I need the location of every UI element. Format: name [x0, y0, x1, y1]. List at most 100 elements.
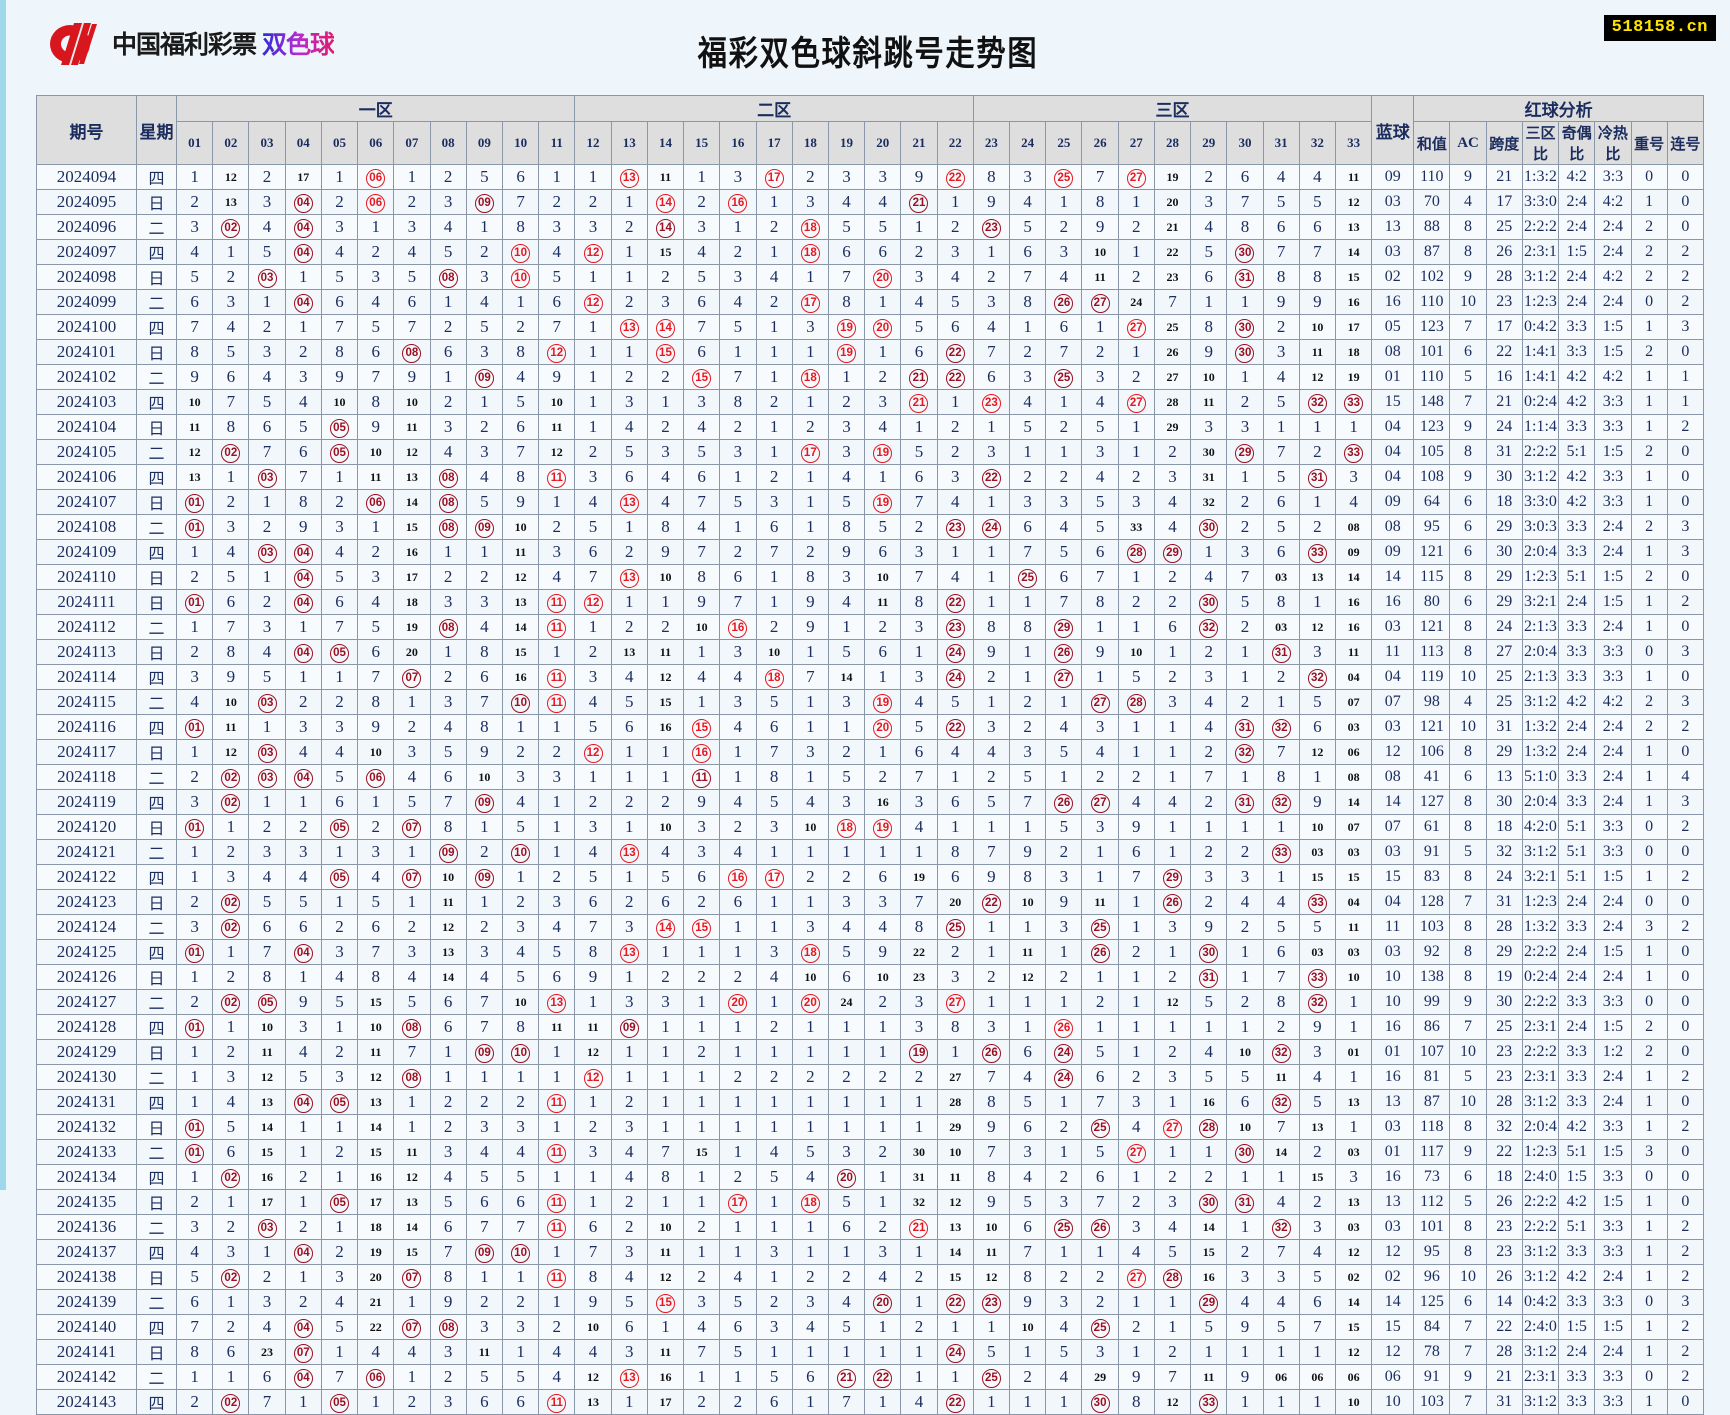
- table-row[interactable]: 2024129 日 1 2 11 4 2 11 7 1 09 10 1 12 1 1 2 1 1 1 1 1 19 1 26 6 2…: [36, 1039, 1705, 1065]
- cell-miss-03: 23: [248, 1339, 286, 1365]
- cell-analysis-6: 1: [1630, 1264, 1668, 1290]
- red-ball-marker: 04: [293, 769, 313, 788]
- red-ball-marker: 11: [547, 594, 567, 613]
- cell-analysis-6: 1: [1630, 1314, 1668, 1340]
- cell-ball-hit-21: 19: [900, 1039, 938, 1065]
- table-row[interactable]: 2024128 四 01 1 10 3 1 10 08 6 7 8 11 11 09 1 1 1 2 1 1 1 3 8 3 1 2…: [36, 1014, 1705, 1040]
- cell-miss-28: 4: [1153, 514, 1192, 540]
- table-row[interactable]: 2024108 二 01 3 2 9 3 1 15 08 09 10 2 5 1 8 4 1 6 1 8 5 2 23 24 6 4…: [36, 514, 1705, 540]
- cell-miss-01: 1: [175, 539, 214, 565]
- cell-analysis-1: 7: [1449, 1314, 1487, 1340]
- cell-weekday: 二: [136, 1289, 177, 1315]
- table-row[interactable]: 2024118 二 2 02 03 04 5 06 4 6 10 3 3 1 1 1 11 1 8 1 5 2 7 1 2 5 1 2…: [36, 764, 1705, 790]
- table-row[interactable]: 2024132 日 01 5 14 1 1 14 1 2 3 3 1 2 3 1 1 1 1 1 1 1 1 29 9 6 2 25 4…: [36, 1114, 1705, 1140]
- table-row[interactable]: 2024138 日 5 02 2 1 3 20 07 8 1 1 11 8 4 12 2 4 1 2 2 4 2 15 12 8 2…: [36, 1264, 1705, 1290]
- cell-analysis-3: 3:1:2: [1521, 839, 1560, 865]
- cell-miss-08: 4: [429, 1164, 467, 1190]
- table-row[interactable]: 2024133 二 01 6 15 1 2 15 11 3 4 4 11 3 4 7 15 1 4 5 3 2 30 10 7 3…: [36, 1139, 1705, 1165]
- cell-miss-24: 3: [1009, 164, 1047, 190]
- cell-miss-15: 9: [683, 789, 721, 815]
- table-row[interactable]: 2024140 四 7 2 4 04 5 22 07 08 3 3 2 10 6 1 4 6 3 4 5 1 2 1 1 10 4 2…: [36, 1314, 1705, 1340]
- cell-miss-21: 6: [900, 339, 938, 365]
- table-row[interactable]: 2024098 日 5 2 03 1 5 3 5 08 3 10 5 1 1 2 5 3 4 1 7 20 3 4 2 7 4 11 2…: [36, 264, 1705, 290]
- table-row[interactable]: 2024139 二 6 1 3 2 4 21 1 9 2 2 1 9 5 15 3 5 2 3 4 20 1 22 23 9 3 2 1…: [36, 1289, 1705, 1315]
- table-row[interactable]: 2024096 二 3 02 4 04 3 1 3 4 1 8 3 3 2 14 3 1 2 18 5 5 1 2 23 5 2 9 2…: [36, 214, 1705, 240]
- cell-analysis-4: 2:4: [1558, 289, 1596, 315]
- cell-miss-26: 4: [1081, 464, 1119, 490]
- table-row[interactable]: 2024119 四 3 02 1 1 6 1 5 7 09 4 1 2 2 2 9 4 5 4 3 16 3 6 5 7 26 27 4…: [36, 789, 1705, 815]
- cell-miss-18: 1: [791, 839, 829, 865]
- cell-weekday: 日: [136, 639, 177, 665]
- cell-analysis-3: 4:2:0: [1521, 814, 1560, 840]
- cell-miss-18: 1: [791, 689, 829, 715]
- table-row[interactable]: 2024137 四 4 3 1 04 2 19 15 7 09 10 1 7 3 11 1 1 3 1 1 3 1 14 11 7…: [36, 1239, 1705, 1265]
- table-row[interactable]: 2024141 日 8 6 23 07 1 4 4 3 11 1 4 4 3 11 7 5 1 1 1 1 1 24 5 1 5 3 1…: [36, 1339, 1705, 1365]
- cell-miss-14: 17: [646, 1389, 685, 1415]
- cell-miss-22: 6: [936, 314, 974, 340]
- cell-miss-32: 10: [1298, 814, 1337, 840]
- cell-miss-29: 16: [1190, 1264, 1228, 1290]
- table-row[interactable]: 2024111 日 01 6 2 04 6 4 18 3 3 13 11 12 1 1 9 7 1 9 4 11 8 22 1 1…: [36, 589, 1705, 615]
- table-row[interactable]: 2024136 二 3 2 03 2 1 18 14 6 7 7 11 6 2 10 2 1 1 1 6 2 21 13 10 6…: [36, 1214, 1705, 1240]
- red-ball-marker: 33: [1307, 544, 1327, 563]
- cell-miss-08: 4: [429, 714, 467, 740]
- cell-miss-01: 2: [175, 764, 214, 790]
- cell-miss-30: 5: [1226, 1064, 1264, 1090]
- table-row[interactable]: 2024094 四 1 12 2 17 1 06 1 2 5 6 1 1 13 11 1 3 17 2 3 3 9 22 8 3 2…: [36, 164, 1705, 190]
- table-row[interactable]: 2024102 二 9 6 4 3 9 7 9 1 09 4 9 1 2 2 15 7 1 18 1 2 21 22 6 3 25 3…: [36, 364, 1705, 390]
- red-ball-marker: 17: [764, 869, 784, 888]
- table-row[interactable]: 2024117 日 1 12 03 4 4 10 3 5 9 2 2 12 1 1 16 1 7 3 2 1 6 4 4 3 5 4 1…: [36, 739, 1705, 765]
- table-row[interactable]: 2024103 四 10 7 5 4 10 8 10 2 1 5 10 1 3 1 3 8 2 1 2 3 21 1 23 4 1 4…: [36, 389, 1705, 415]
- cell-miss-21: 1: [900, 1289, 938, 1315]
- cell-analysis-2: 22: [1485, 339, 1523, 365]
- table-row[interactable]: 2024122 四 1 3 4 4 05 4 07 10 09 1 2 5 1 5 6 16 17 2 2 6 19 6 9 8 3…: [36, 864, 1705, 890]
- cell-miss-21: 8: [900, 914, 938, 940]
- table-row[interactable]: 2024109 四 1 4 03 04 4 2 16 1 1 11 3 6 2 9 7 2 7 2 9 6 3 1 1 7 5 6 28…: [36, 539, 1705, 565]
- table-row[interactable]: 2024115 二 4 10 03 2 2 8 1 3 7 10 11 4 5 15 1 3 5 1 3 19 4 5 1 2 1 2…: [36, 689, 1705, 715]
- table-row[interactable]: 2024110 日 2 5 1 04 5 3 17 2 2 12 4 7 13 10 8 6 1 8 3 10 7 4 1 25 6…: [36, 564, 1705, 590]
- table-row[interactable]: 2024121 二 1 2 3 3 1 3 1 09 2 10 1 4 13 4 3 4 1 1 1 1 1 8 7 9 2 1 6 1 2…: [36, 839, 1705, 865]
- table-row[interactable]: 2024105 二 12 02 7 6 05 10 12 4 3 7 12 2 5 3 5 3 1 17 3 19 5 2 3 1…: [36, 439, 1705, 465]
- table-row[interactable]: 2024130 二 1 3 12 5 3 12 08 1 1 1 1 12 1 1 1 2 2 2 2 2 2 27 7 4 24 6…: [36, 1064, 1705, 1090]
- table-row[interactable]: 2024134 四 1 02 16 2 1 16 12 4 5 5 1 1 4 8 1 2 5 4 20 1 31 11 8 4 2…: [36, 1164, 1705, 1190]
- table-row[interactable]: 2024143 四 2 02 7 1 05 1 2 3 6 6 11 13 1 17 2 2 6 1 7 1 4 22 1 1 1 3…: [36, 1389, 1705, 1415]
- cell-miss-10: 14: [501, 614, 540, 640]
- cell-miss-05: 4: [320, 739, 359, 765]
- cell-miss-17: 3: [755, 1239, 793, 1265]
- cell-miss-03: 4: [248, 639, 286, 665]
- cell-miss-02: 3: [212, 1064, 250, 1090]
- table-row[interactable]: 2024107 日 01 2 1 8 2 06 14 08 5 9 1 4 13 4 7 5 3 1 5 19 7 4 1 3 3 5…: [36, 489, 1705, 515]
- table-row[interactable]: 2024113 日 2 8 4 04 05 6 20 1 8 15 1 2 13 11 1 3 10 1 5 6 1 24 9 1…: [36, 639, 1705, 665]
- cell-miss-32: 9: [1298, 789, 1337, 815]
- table-row[interactable]: 2024127 二 2 02 05 9 5 15 5 6 7 10 13 1 3 3 1 20 1 20 24 2 3 27 1…: [36, 989, 1705, 1015]
- cell-miss-30: 4: [1226, 1289, 1264, 1315]
- table-row[interactable]: 2024142 二 1 1 6 04 7 06 1 2 5 5 4 12 13 16 1 1 5 6 21 22 1 1 25 2…: [36, 1364, 1705, 1390]
- cell-miss-10: 4: [501, 1139, 540, 1165]
- table-row[interactable]: 2024126 日 1 2 8 1 4 8 4 14 4 5 6 9 1 2 2 2 4 10 6 10 23 3 2 12 2 1 1…: [36, 964, 1705, 990]
- table-row[interactable]: 2024124 二 3 02 6 6 2 6 2 12 2 3 4 7 3 14 15 1 1 3 4 4 8 25 1 1 3 25…: [36, 914, 1705, 940]
- table-row[interactable]: 2024116 四 01 11 1 3 3 9 2 4 8 1 1 5 6 16 15 4 6 1 1 20 5 22 3 2 4 3…: [36, 714, 1705, 740]
- table-row[interactable]: 2024099 二 6 3 1 04 6 4 6 1 4 1 6 12 2 3 6 4 2 17 8 1 4 5 3 8 26 27 2…: [36, 289, 1705, 315]
- table-row[interactable]: 2024095 日 2 13 3 04 2 06 2 3 09 7 2 2 1 14 2 16 1 3 4 4 21 1 9 4 1…: [36, 189, 1705, 215]
- table-row[interactable]: 2024100 四 7 4 2 1 7 5 7 2 5 2 7 1 13 14 7 5 1 3 19 20 5 6 4 1 6 1 27…: [36, 314, 1705, 340]
- table-row[interactable]: 2024120 日 01 1 2 2 05 2 07 8 1 5 1 3 1 10 3 2 3 10 18 19 4 1 1 1 5…: [36, 814, 1705, 840]
- cell-miss-30: 10: [1226, 1039, 1264, 1065]
- table-row[interactable]: 2024097 四 4 1 5 04 4 2 4 5 2 10 4 12 1 15 4 2 1 18 6 6 2 3 1 6 3 10…: [36, 239, 1705, 265]
- cell-miss-03: 3: [248, 614, 286, 640]
- cell-miss-27: 4: [1117, 1114, 1155, 1140]
- cell-miss-11: 5: [538, 939, 576, 965]
- cell-ball-hit-29: 33: [1190, 1389, 1228, 1415]
- table-row[interactable]: 2024125 四 01 1 7 04 3 7 3 13 3 4 5 8 13 1 1 1 3 18 5 9 22 2 1 11 1…: [36, 939, 1705, 965]
- cell-analysis-0: 127: [1413, 789, 1451, 815]
- table-row[interactable]: 2024106 四 13 1 03 7 1 11 13 08 4 8 11 3 6 4 6 1 2 1 4 1 6 3 22 2 2…: [36, 464, 1705, 490]
- table-row[interactable]: 2024112 二 1 7 3 1 7 5 19 08 4 14 11 1 2 2 10 16 2 9 1 2 3 23 8 8 2…: [36, 614, 1705, 640]
- cell-miss-24: 5: [1009, 1189, 1047, 1215]
- cell-miss-06: 6: [357, 639, 395, 665]
- table-row[interactable]: 2024131 四 1 4 13 04 05 13 1 2 2 2 11 1 2 1 1 1 1 1 1 1 1 28 8 5 1 7…: [36, 1089, 1705, 1115]
- table-row[interactable]: 2024135 日 2 1 17 1 05 17 13 5 6 6 11 1 2 1 1 17 1 18 5 1 32 12 9…: [36, 1189, 1705, 1215]
- table-row[interactable]: 2024123 日 2 02 5 5 1 5 1 11 1 2 3 6 2 6 2 6 1 1 3 3 7 20 22 10 9 11…: [36, 889, 1705, 915]
- cell-miss-30: 1: [1226, 939, 1264, 965]
- table-row[interactable]: 2024101 日 8 5 3 2 8 6 08 6 3 8 12 1 1 15 6 1 1 1 19 1 6 22 7 2 7 2 1…: [36, 339, 1705, 365]
- table-row[interactable]: 2024104 日 11 8 6 5 05 9 11 3 2 6 11 1 4 2 4 2 1 2 3 4 1 2 1 5 2 5 1 2…: [36, 414, 1705, 440]
- table-row[interactable]: 2024114 四 3 9 5 1 1 7 07 2 6 16 11 3 4 12 4 4 18 7 14 1 3 24 2 1 2…: [36, 664, 1705, 690]
